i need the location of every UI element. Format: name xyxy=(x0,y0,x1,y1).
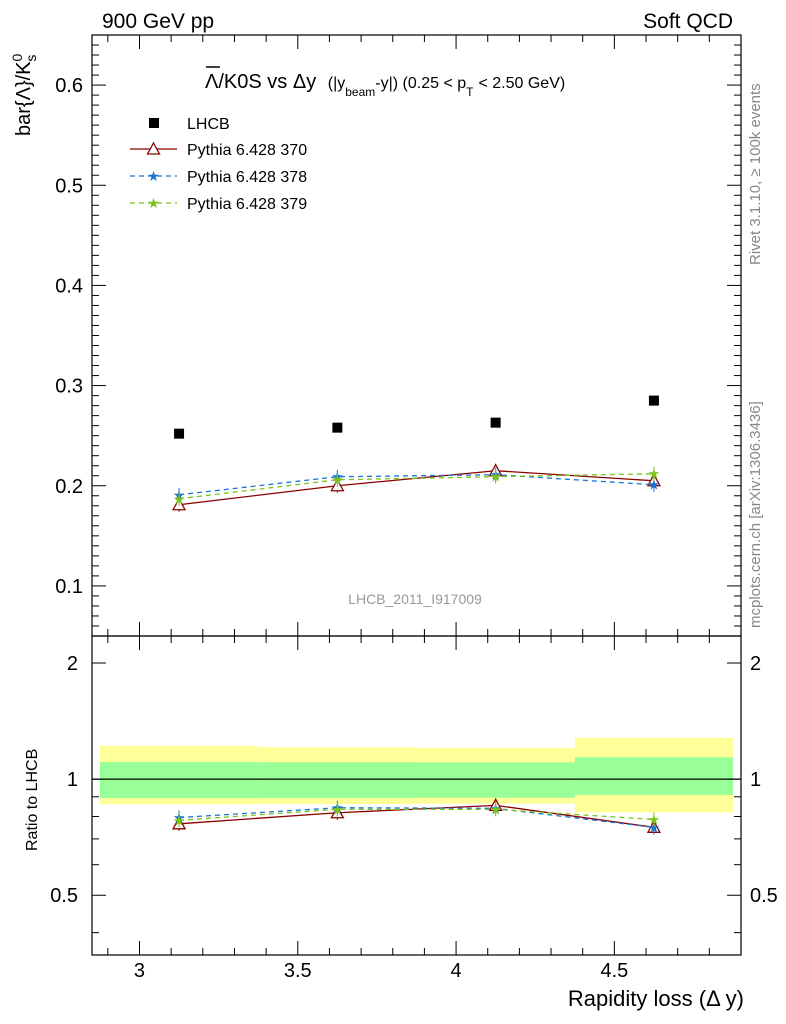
plot-title-sub-open: (|y xyxy=(328,75,345,92)
svg-text:Λ/K0S vs Δy (|ybeam-y|): Λ/K0S vs Δy (|ybeam-y|) (0.25 < pT < 2.50… xyxy=(205,71,565,99)
series-line-1 xyxy=(178,474,654,496)
header-right-label: Soft QCD xyxy=(643,10,733,33)
plot-title: Λ/K0S vs Δy (|ybeam-y|) (0.25 < pT < 2.50… xyxy=(205,66,565,99)
ratio-point-2: ★ xyxy=(648,811,661,827)
lhcb-data-point xyxy=(490,417,501,428)
legend-label-378: Pythia 6.428 378 xyxy=(187,169,307,186)
mcplots-credit-label: mcplots.cern.ch [arXiv:1306.3436] xyxy=(747,401,764,628)
legend-marker-lhcb xyxy=(149,118,159,128)
rivet-version-label: Rivet 3.1.10, ≥ 100k events xyxy=(747,83,764,265)
ratio-line-2 xyxy=(179,808,654,821)
series-point-2: ★ xyxy=(489,469,502,485)
ratio-tick-label-right: 2 xyxy=(750,653,761,675)
series-line-2 xyxy=(178,473,654,500)
lhcb-data-point xyxy=(648,395,659,406)
ratio-tick-label-right: 1 xyxy=(750,769,761,791)
ratio-band-inner-1 xyxy=(258,762,417,798)
ratio-plot-frame xyxy=(91,635,742,956)
ratio-tick-label-left: 1 xyxy=(67,769,78,791)
y-axis-title: bar{Λ}/K0s xyxy=(9,53,39,136)
plot-title-sub-mid: -y|) (0.25 < p xyxy=(375,75,466,92)
legend-entry-378: ★ Pythia 6.428 378 xyxy=(130,168,307,186)
legend-entry-370: Pythia 6.428 370 xyxy=(130,141,307,159)
legend-label-379: Pythia 6.428 379 xyxy=(187,196,307,213)
ratio-band-inner-2 xyxy=(416,762,575,798)
series-point-2: ★ xyxy=(648,466,661,482)
x-axis-title: Rapidity loss (Δ y) xyxy=(568,986,744,1011)
ratio-point-2: ★ xyxy=(331,801,344,817)
lhcb-data-point xyxy=(174,428,185,439)
legend-marker-370 xyxy=(146,141,161,155)
x-tick-label: 3.5 xyxy=(284,960,312,982)
lhcb-data-point xyxy=(332,422,343,433)
y-tick-label: 0.4 xyxy=(55,275,83,297)
ratio-point-1: ★ xyxy=(648,819,661,835)
x-tick-label: 3 xyxy=(134,960,145,982)
ratio-line-1 xyxy=(179,807,655,828)
ratio-tick-label-left: 0.5 xyxy=(50,885,78,907)
y-tick-label: 0.6 xyxy=(55,75,83,97)
legend: LHCB Pythia 6.428 370 ★ Pythia 6.428 378… xyxy=(130,116,307,213)
legend-marker-378: ★ xyxy=(147,168,160,184)
legend-label-370: Pythia 6.428 370 xyxy=(187,142,307,159)
plot-title-sub-T: T xyxy=(466,85,474,99)
plot-title-sub-end: < 2.50 GeV) xyxy=(478,75,565,92)
ratio-band-inner-3 xyxy=(574,757,734,795)
series-point-2: ★ xyxy=(331,472,344,488)
y-tick-label: 0.5 xyxy=(55,175,83,197)
ratio-y-axis-title: Ratio to LHCB xyxy=(24,749,41,851)
header-left-label: 900 GeV pp xyxy=(102,10,214,33)
x-tick-label: 4.5 xyxy=(600,960,628,982)
ratio-band-inner-0 xyxy=(99,762,259,799)
x-tick-label: 4 xyxy=(451,960,462,982)
series-point-1: ★ xyxy=(648,477,661,493)
ratio-tick-label-left: 2 xyxy=(67,653,78,675)
legend-label-lhcb: LHCB xyxy=(187,116,230,133)
legend-marker-379: ★ xyxy=(147,195,160,211)
y-tick-label: 0.2 xyxy=(55,476,83,498)
y-tick-label: 0.3 xyxy=(55,376,83,398)
y-tick-label: 0.1 xyxy=(55,576,83,598)
plot-title-main: Λ/K0S vs Δy xyxy=(205,71,316,93)
series-point-2: ★ xyxy=(173,491,186,507)
ratio-point-2: ★ xyxy=(173,812,186,828)
plot-title-sub-beam: beam xyxy=(345,85,375,99)
ratio-point-2: ★ xyxy=(489,801,502,817)
analysis-watermark: LHCB_2011_I917009 xyxy=(348,591,482,607)
ratio-tick-label-right: 0.5 xyxy=(750,885,778,907)
legend-entry-379: ★ Pythia 6.428 379 xyxy=(130,195,307,213)
